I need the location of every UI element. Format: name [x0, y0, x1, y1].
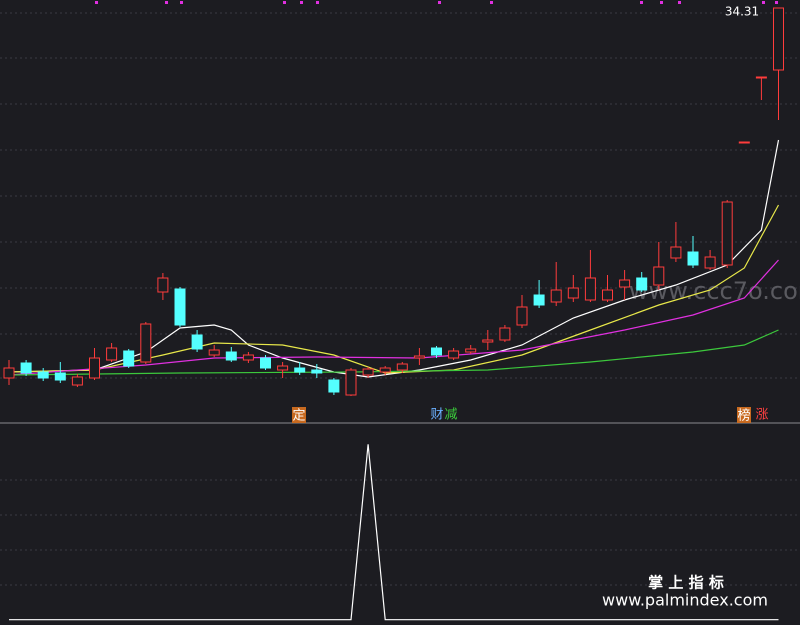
candle-body — [567, 287, 579, 299]
candle-body — [482, 339, 494, 343]
candle-body — [584, 277, 596, 301]
candle-body — [431, 347, 442, 356]
candle-body — [225, 351, 237, 361]
candle-body — [311, 369, 323, 374]
signal-box — [292, 407, 306, 423]
candle-body — [499, 327, 511, 341]
candle-body — [653, 266, 665, 286]
top-dot — [180, 1, 183, 4]
indicator-line — [9, 444, 779, 621]
signal: 涨 — [755, 408, 768, 423]
candle-body — [277, 365, 289, 371]
candle-body — [738, 141, 750, 144]
candle-body — [157, 277, 169, 293]
candle-body — [20, 362, 32, 374]
top-dot — [95, 1, 98, 4]
candle-body — [260, 357, 271, 369]
top-dot — [490, 1, 493, 4]
candle-body — [140, 323, 152, 363]
candle-body — [670, 246, 682, 259]
top-dot — [283, 1, 286, 4]
candle-body — [704, 256, 716, 269]
top-dot — [438, 1, 441, 4]
candle-body — [636, 277, 648, 291]
candle-body — [345, 369, 357, 396]
candle-body — [533, 294, 545, 306]
signal: 财 — [430, 408, 443, 423]
candle-body — [362, 368, 374, 376]
candle-body — [550, 289, 562, 303]
top-dot — [165, 1, 168, 4]
top-dot — [678, 1, 681, 4]
brand-url: www.palmindex.com — [602, 591, 768, 610]
candle-body — [208, 349, 220, 356]
top-dot — [316, 1, 319, 4]
candle-body — [379, 367, 391, 373]
candle-body — [89, 357, 100, 379]
candle-body — [465, 348, 477, 353]
signal: 榜 — [737, 408, 750, 424]
ma-line — [8, 329, 779, 376]
candle-body — [516, 306, 528, 326]
candle-body — [755, 76, 767, 79]
candle-body — [174, 288, 186, 326]
candle-body — [106, 347, 118, 361]
signal: 定 — [292, 409, 305, 424]
candle-body — [448, 350, 460, 359]
candle-body — [687, 251, 699, 266]
signal-box — [737, 407, 751, 423]
candle-body — [54, 372, 66, 381]
candle-body — [71, 376, 83, 386]
candle-body — [721, 201, 733, 266]
high-label: 34.31 — [725, 5, 759, 19]
candle-body — [3, 367, 15, 379]
brand: 掌 上 指 标 — [648, 574, 724, 592]
plot — [3, 7, 784, 621]
signal: 减 — [444, 408, 457, 423]
candle-body — [191, 334, 203, 350]
candle-body — [413, 355, 425, 359]
candle-body — [602, 289, 613, 301]
candle-body — [294, 367, 306, 373]
candle-body — [328, 379, 340, 393]
candle-body — [37, 371, 49, 379]
top-dot — [762, 1, 765, 4]
candle-body — [619, 279, 631, 288]
top-dot — [660, 1, 663, 4]
top-dot — [300, 1, 303, 4]
candle-body — [123, 350, 135, 367]
candle-body — [242, 354, 254, 361]
candle-body — [773, 7, 784, 71]
top-dot — [640, 1, 643, 4]
top-dot — [775, 1, 778, 4]
candle-body — [396, 363, 408, 371]
